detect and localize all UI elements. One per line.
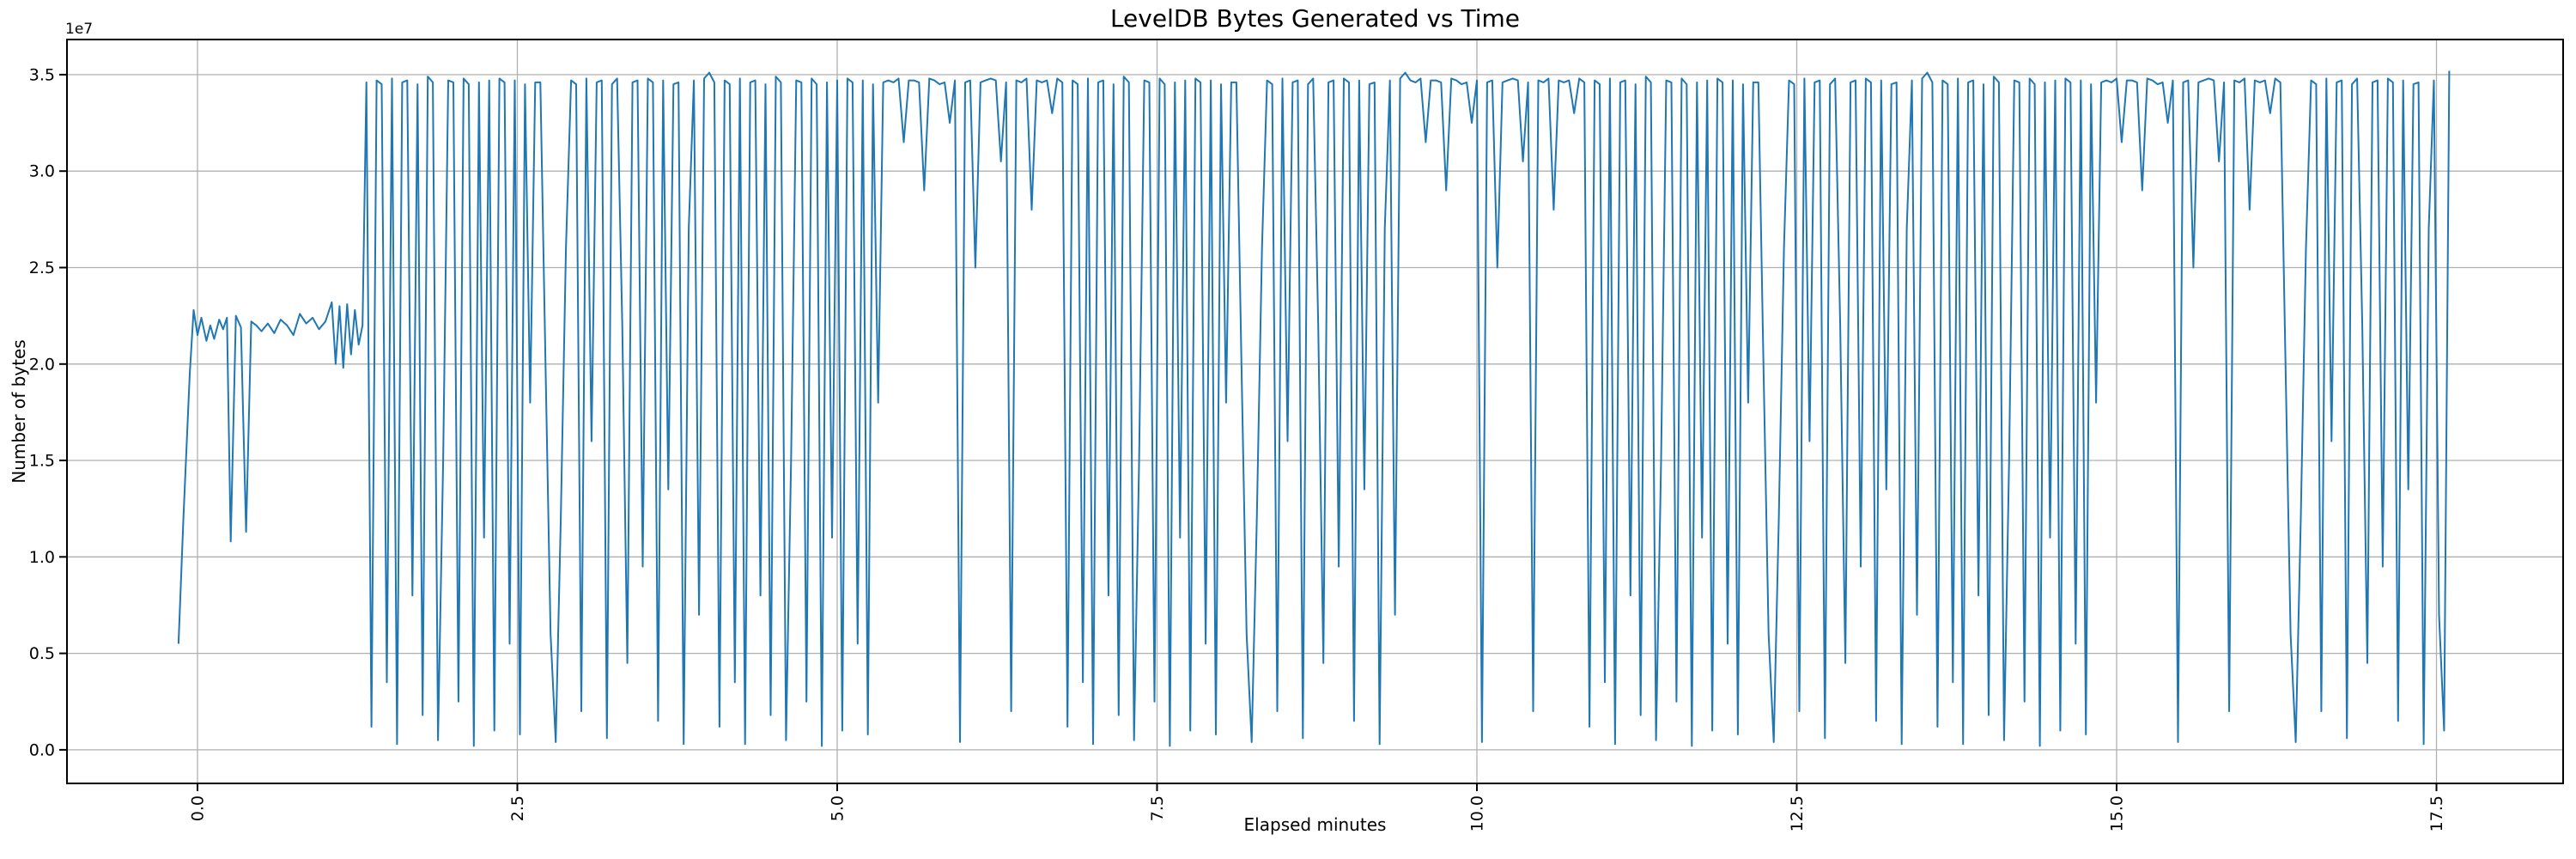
x-axis-label: Elapsed minutes [1243, 814, 1387, 835]
x-tick-label: 12.5 [1788, 795, 1807, 832]
chart-title: LevelDB Bytes Generated vs Time [1109, 4, 1521, 33]
x-tick-label: 0.0 [189, 795, 208, 821]
y-axis-offset-label: 1e7 [65, 21, 94, 38]
y-tick-label: 3.5 [29, 65, 55, 84]
y-tick-label: 0.5 [29, 644, 55, 663]
y-axis-label: Number of bytes [9, 339, 29, 484]
y-tick-label: 3.0 [29, 162, 55, 181]
plot-border [66, 39, 2564, 784]
x-tick-label: 15.0 [2108, 795, 2127, 832]
data-line [177, 70, 2451, 747]
x-tick-label: 2.5 [508, 795, 527, 821]
x-tick-label: 5.0 [829, 795, 848, 821]
x-tick-label: 10.0 [1468, 795, 1487, 832]
y-tick-label: 0.0 [29, 740, 55, 759]
x-tick-label: 7.5 [1148, 795, 1167, 821]
x-tick-label: 17.5 [2427, 795, 2446, 832]
y-tick-label: 1.0 [29, 548, 55, 567]
y-tick-label: 2.5 [29, 259, 55, 277]
y-tick-label: 1.5 [29, 452, 55, 471]
y-tick-label: 2.0 [29, 355, 55, 374]
